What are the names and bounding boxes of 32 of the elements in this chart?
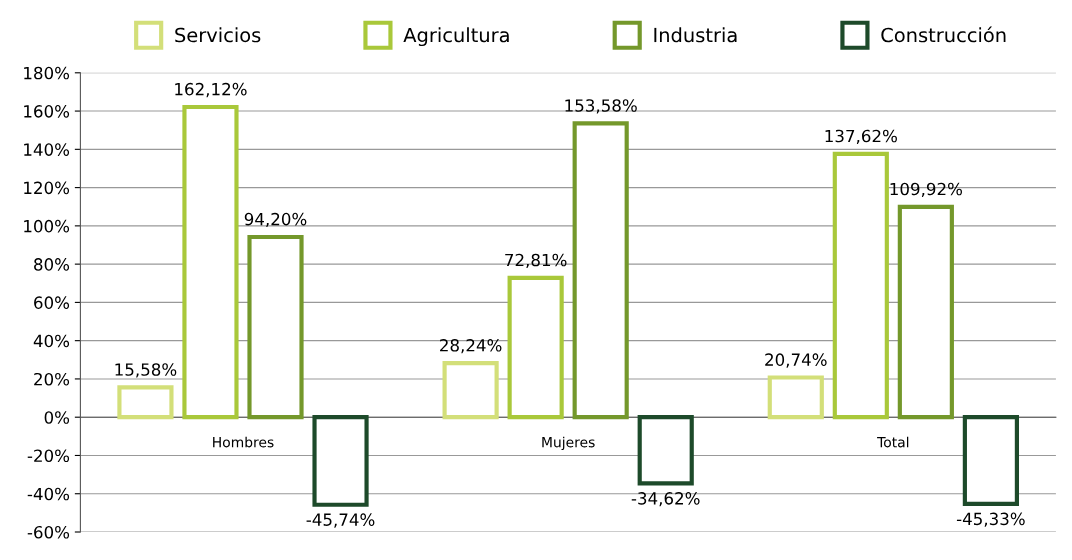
data-label: 162,12% xyxy=(175,82,247,98)
y-tick-label: 20% xyxy=(34,372,70,386)
y-tick-label: 160% xyxy=(24,105,70,118)
y-tick-label: 0% xyxy=(44,411,70,424)
y-tick-label: 80% xyxy=(34,258,70,271)
legend-label: Servicios xyxy=(175,27,261,43)
data-label: 94,20% xyxy=(244,212,307,228)
data-label: 109,92% xyxy=(890,182,963,198)
y-tick-label: -20% xyxy=(27,449,70,463)
y-tick-label: -40% xyxy=(27,487,70,501)
data-label: 20,74% xyxy=(765,353,827,368)
data-label: 153,58% xyxy=(565,99,637,114)
y-tick-label: 60% xyxy=(34,296,70,309)
data-label: -45,33% xyxy=(956,512,1025,527)
data-label: -34,62% xyxy=(631,492,700,507)
y-tick-label: 180% xyxy=(24,66,70,80)
x-tick-label: Hombres xyxy=(213,436,274,448)
y-tick-label: 100% xyxy=(24,219,70,233)
y-tick-label: -60% xyxy=(27,525,70,539)
x-tick-label: Mujeres xyxy=(542,436,595,451)
y-tick-label: 120% xyxy=(24,181,70,195)
data-label: 137,62% xyxy=(825,129,897,145)
legend-label: Agricultura xyxy=(403,27,509,47)
y-tick-label: 140% xyxy=(24,143,70,156)
data-label: 15,58% xyxy=(115,363,177,378)
data-label: 28,24% xyxy=(440,339,502,354)
x-tick-label: Total xyxy=(877,436,909,448)
legend-label: Construcción xyxy=(881,26,1006,43)
data-label: 72,81% xyxy=(505,253,567,269)
data-label: -45,74% xyxy=(306,513,375,528)
y-tick-label: 40% xyxy=(33,334,70,348)
legend-label: Industria xyxy=(654,27,737,43)
